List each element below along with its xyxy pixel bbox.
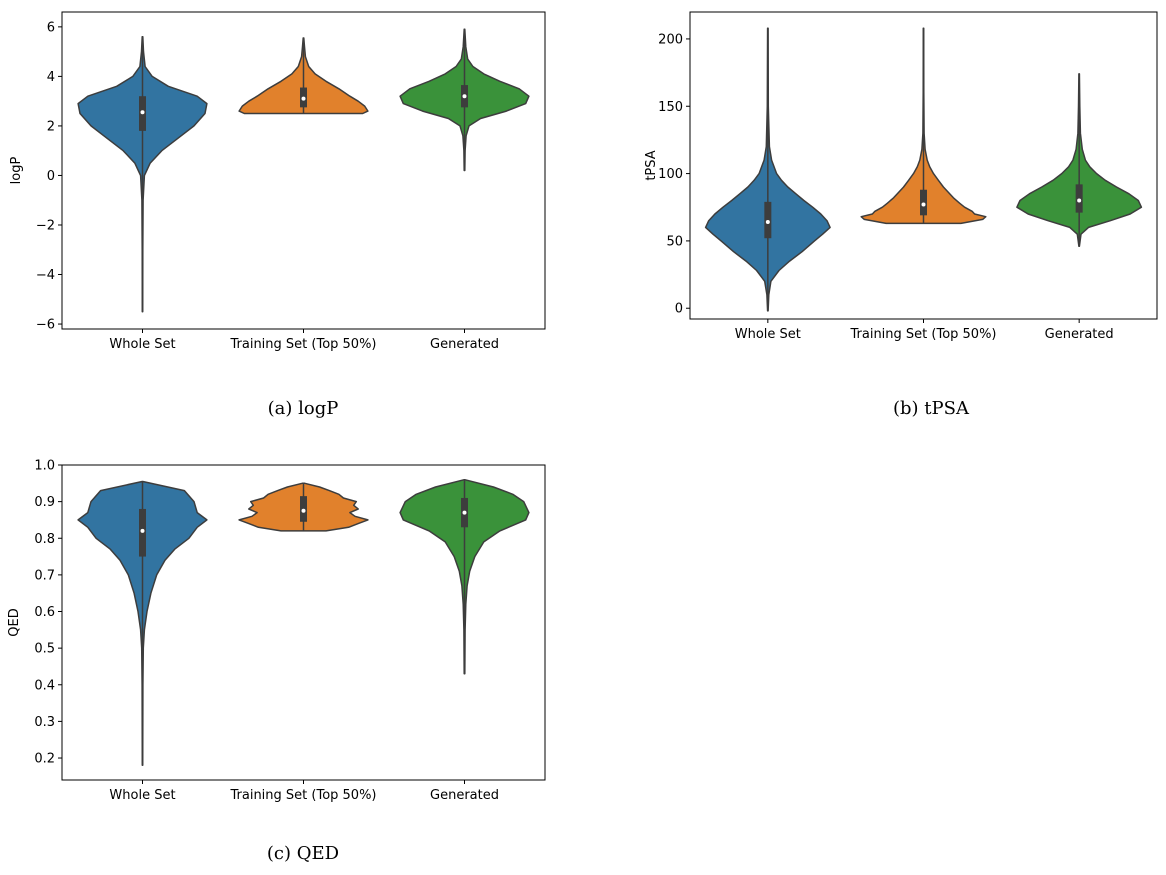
median-dot-tpsa-training-set [921, 202, 926, 207]
median-dot-qed-generated [462, 510, 467, 515]
ytick-label-qed: 1.0 [34, 459, 55, 474]
median-dot-logp-training-set [301, 96, 306, 101]
ytick-label-tpsa: 50 [666, 234, 683, 249]
xtick-label-logp-training-set: Training Set (Top 50%) [229, 337, 376, 352]
ytick-label-qed: 0.4 [34, 678, 55, 693]
caption-tpsa: (b) tPSA [893, 398, 969, 419]
y-axis-label-tpsa: tPSA [644, 150, 659, 180]
xtick-label-tpsa-training-set: Training Set (Top 50%) [849, 327, 996, 342]
xtick-label-tpsa-whole-set: Whole Set [735, 327, 801, 342]
ytick-label-qed: 0.9 [34, 495, 55, 510]
median-dot-qed-whole-set [140, 528, 145, 533]
ytick-label-logp: 4 [47, 70, 55, 85]
ytick-label-qed: 0.5 [34, 642, 55, 657]
xtick-label-tpsa-generated: Generated [1045, 327, 1114, 342]
ytick-label-tpsa: 150 [658, 100, 683, 115]
y-axis-label-logp: logP [9, 157, 24, 185]
caption-qed: (c) QED [266, 843, 340, 864]
ytick-label-qed: 0.6 [34, 605, 55, 620]
caption-logp: (a) logP [267, 398, 339, 419]
xtick-label-logp-whole-set: Whole Set [109, 337, 175, 352]
ytick-label-tpsa: 200 [658, 32, 683, 47]
panel-qed: 0.2 0.3 0.4 0.5 0.6 0.7 0.8 0.9 1.0 Whole Set Trai… [7, 459, 546, 803]
iqr-box-tpsa-whole-set [764, 201, 772, 239]
median-dot-logp-whole-set [140, 110, 145, 115]
ytick-label-logp: 0 [47, 169, 55, 184]
ytick-label-tpsa: 100 [658, 167, 683, 182]
ytick-label-logp: 6 [47, 20, 55, 35]
ytick-label-qed: 0.8 [34, 532, 55, 547]
iqr-box-tpsa-training-set [920, 189, 927, 216]
ytick-label-logp: 2 [47, 119, 55, 134]
iqr-box-tpsa-generated [1075, 184, 1083, 213]
ytick-label-tpsa: 0 [675, 302, 683, 317]
panel-tpsa: 0 50 100 150 200 Whole Set Training Set (Top 5… [644, 11, 1158, 342]
xtick-label-qed-training-set: Training Set (Top 50%) [229, 788, 376, 803]
xtick-label-qed-generated: Generated [430, 788, 499, 803]
median-dot-logp-generated [462, 94, 467, 99]
median-dot-qed-training-set [301, 508, 306, 513]
median-dot-tpsa-generated [1077, 198, 1082, 203]
xtick-label-logp-generated: Generated [430, 337, 499, 352]
ytick-label-qed: 0.2 [34, 752, 55, 767]
panel-logp: −6 −4 −2 0 2 4 6 Whole Set Training Set (Top 50%… [9, 11, 546, 352]
ytick-label-qed: 0.7 [34, 568, 55, 583]
ytick-label-logp: −6 [36, 318, 55, 333]
xtick-label-qed-whole-set: Whole Set [109, 788, 175, 803]
ytick-label-logp: −2 [36, 218, 55, 233]
ytick-label-logp: −4 [36, 268, 55, 283]
y-axis-label-qed: QED [7, 608, 22, 636]
median-dot-tpsa-whole-set [765, 220, 770, 225]
ytick-label-qed: 0.3 [34, 715, 55, 730]
